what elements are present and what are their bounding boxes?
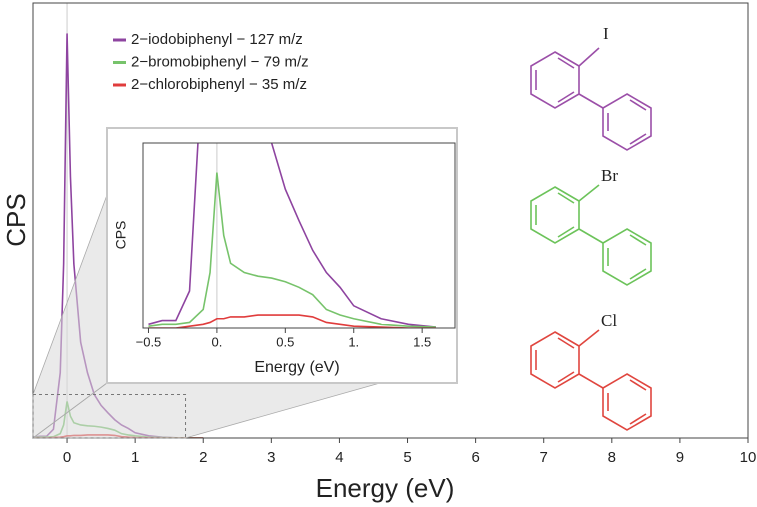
x-tick-label: −0.5 (136, 334, 162, 349)
x-tick-label: 6 (471, 449, 479, 466)
structure-label: Br (601, 166, 618, 185)
x-tick-label: 0. (211, 334, 222, 349)
series-line (148, 314, 436, 328)
chloro-structure: Cl (530, 311, 652, 431)
legend-label: 2−bromobiphenyl − 79 m/z (131, 53, 309, 70)
y-axis-label: CPS (113, 221, 129, 250)
inset-frame (106, 127, 458, 384)
x-tick-label: 4 (335, 449, 343, 466)
x-tick-label: 9 (676, 449, 684, 466)
x-tick-label: 5 (403, 449, 411, 466)
x-axis-label: Energy (eV) (316, 473, 455, 503)
x-tick-label: 7 (540, 449, 548, 466)
axes-frame (142, 142, 456, 329)
x-tick-label: 3 (267, 449, 275, 466)
bromo-structure: Br (530, 166, 652, 286)
x-tick-label: 0.5 (276, 334, 294, 349)
x-tick-label: 8 (608, 449, 616, 466)
x-tick-label: 1. (348, 334, 359, 349)
zoom-box (32, 394, 187, 439)
iodo-structure: I (530, 24, 652, 151)
legend-label: 2−chlorobiphenyl − 35 m/z (131, 76, 307, 93)
series-line (148, 143, 436, 328)
x-tick-label: 2 (199, 449, 207, 466)
structure-label: I (603, 24, 609, 43)
x-axis-label: Energy (eV) (254, 359, 339, 376)
x-tick-label: 1.5 (413, 334, 431, 349)
structure-label: Cl (601, 311, 617, 330)
series-line (148, 172, 436, 328)
axes-frame (32, 2, 749, 439)
x-tick-label: 1 (131, 449, 139, 466)
x-tick-label: 0 (63, 449, 71, 466)
legend-label: 2−iodobiphenyl − 127 m/z (131, 31, 303, 48)
y-axis-label: CPS (1, 193, 31, 246)
x-tick-label: 10 (740, 449, 757, 466)
